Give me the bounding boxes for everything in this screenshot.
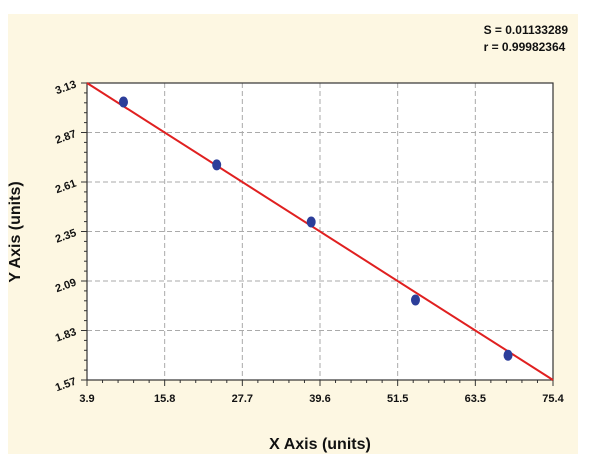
data-point: [212, 159, 222, 171]
y-tick-label: 3.13: [54, 79, 78, 98]
data-point: [306, 216, 316, 228]
stat-r: r = 0.99982364: [483, 40, 566, 54]
stat-s: S = 0.01133289: [483, 23, 568, 37]
x-tick-label: 15.8: [154, 393, 175, 405]
data-point: [118, 96, 128, 108]
x-tick-label: 27.7: [232, 393, 253, 405]
y-tick-label: 2.61: [54, 178, 78, 197]
x-axis-label: X Axis (units): [269, 436, 371, 453]
y-tick-label: 2.09: [54, 277, 78, 296]
x-tick-label: 51.5: [387, 393, 408, 405]
y-tick-label: 1.83: [54, 326, 78, 345]
y-tick-label: 2.35: [54, 227, 78, 246]
regression-line: [86, 82, 554, 381]
data-point: [503, 349, 513, 361]
x-tick-label: 75.4: [542, 393, 564, 405]
x-tick-label: 63.5: [465, 393, 486, 405]
y-tick-label: 2.87: [54, 128, 78, 147]
data-point: [410, 294, 420, 306]
y-tick-label: 1.57: [54, 376, 78, 395]
x-tick-label: 39.6: [309, 393, 330, 405]
x-tick-label: 3.9: [79, 393, 94, 405]
fit-statistics: S = 0.01133289 r = 0.99982364: [484, 22, 568, 56]
